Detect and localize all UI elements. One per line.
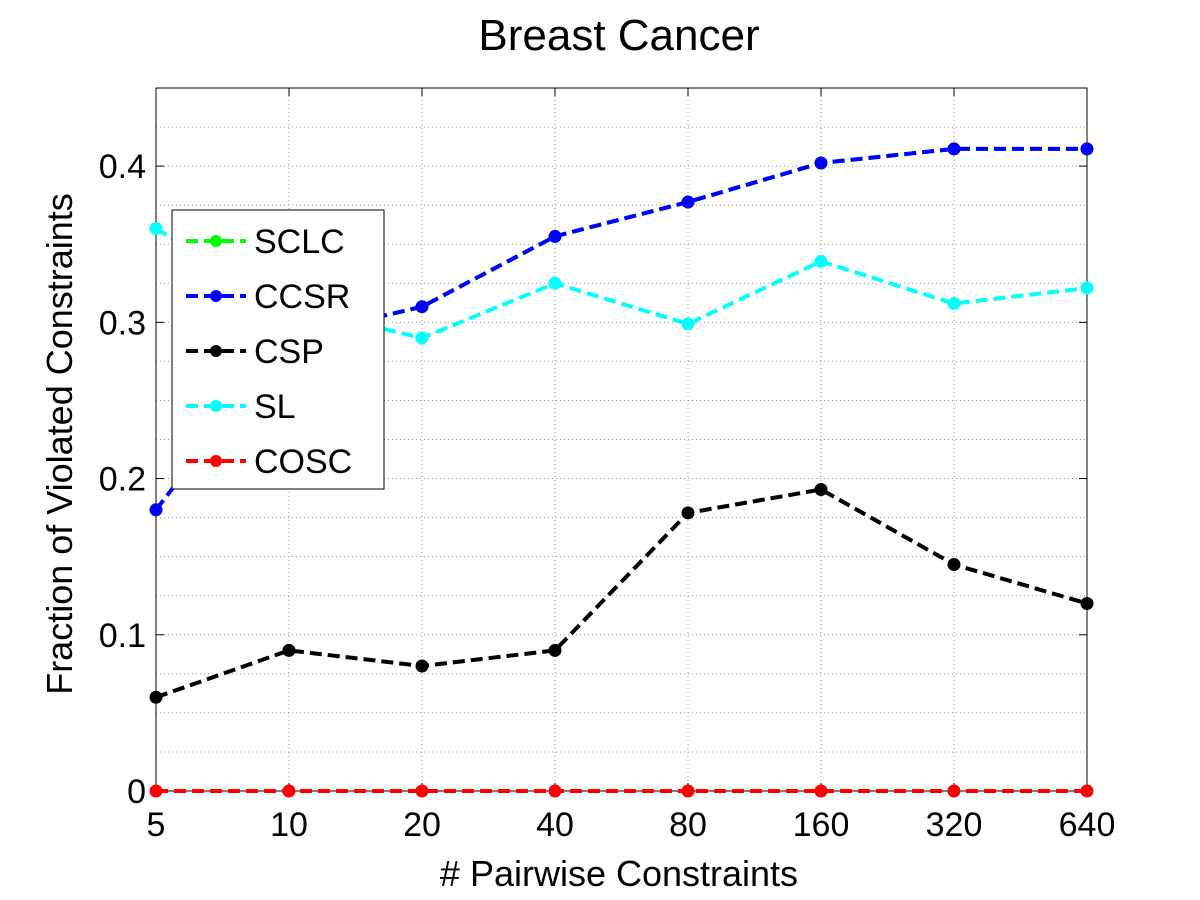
legend-item: COSC	[186, 443, 352, 481]
data-point	[548, 276, 562, 290]
y-tick-label: 0.4	[99, 148, 146, 186]
data-point	[814, 784, 828, 798]
data-point	[681, 317, 695, 331]
x-tick-label: 80	[669, 806, 707, 844]
series-csp	[149, 482, 1094, 704]
legend-marker	[210, 345, 222, 357]
data-point	[282, 643, 296, 657]
legend-marker	[210, 455, 222, 467]
axes-frame	[155, 87, 1088, 792]
legend-label: SCLC	[254, 223, 345, 261]
series-cosc	[149, 784, 1094, 798]
data-point	[1080, 142, 1094, 156]
data-point	[282, 784, 296, 798]
y-tick-label: 0.1	[99, 617, 146, 655]
legend-item: CCSR	[186, 278, 350, 316]
data-point	[947, 557, 961, 571]
data-point	[681, 506, 695, 520]
legend-item: CSP	[186, 333, 324, 371]
data-point	[681, 784, 695, 798]
legend: SCLC CCSR CSP SL COSC	[171, 209, 385, 490]
data-point	[149, 222, 163, 236]
data-point	[149, 784, 163, 798]
data-point	[681, 195, 695, 209]
axis-ticks: 5 10 20 40 80 160 320 640 0 0.1 0.2 0.3 0.4	[99, 88, 1116, 844]
chart-title: Breast Cancer	[478, 11, 759, 60]
data-point	[415, 331, 429, 345]
data-point	[548, 229, 562, 243]
data-point	[149, 503, 163, 517]
series-line	[154, 226, 1088, 340]
data-point	[1080, 281, 1094, 295]
data-point	[814, 482, 828, 496]
legend-item: SCLC	[186, 223, 345, 261]
series-sl	[149, 222, 1094, 345]
y-tick-label: 0.2	[99, 461, 146, 499]
data-point	[947, 784, 961, 798]
x-tick-label: 5	[147, 806, 166, 844]
x-tick-label: 10	[270, 806, 308, 844]
x-tick-label: 320	[926, 806, 983, 844]
x-tick-label: 160	[793, 806, 850, 844]
data-point	[947, 297, 961, 311]
legend-label: SL	[254, 388, 296, 426]
legend-item: SL	[186, 388, 296, 426]
data-point	[1080, 784, 1094, 798]
x-tick-label: 20	[403, 806, 441, 844]
data-point	[548, 784, 562, 798]
legend-label: CCSR	[254, 278, 350, 316]
y-tick-label: 0.3	[99, 304, 146, 342]
data-point	[415, 300, 429, 314]
y-tick-label: 0	[127, 773, 146, 811]
series-group	[149, 142, 1094, 798]
data-point	[814, 254, 828, 268]
x-tick-label: 40	[536, 806, 574, 844]
legend-marker	[210, 290, 222, 302]
data-point	[814, 156, 828, 170]
legend-marker	[210, 400, 222, 412]
data-point	[415, 659, 429, 673]
legend-label: COSC	[254, 443, 352, 481]
data-point	[415, 784, 429, 798]
data-point	[1080, 597, 1094, 611]
data-point	[149, 690, 163, 704]
legend-marker	[210, 235, 222, 247]
data-point	[947, 142, 961, 156]
y-axis-label: Fraction of Violated Constraints	[39, 193, 80, 695]
data-point	[548, 643, 562, 657]
legend-label: CSP	[254, 333, 324, 371]
x-axis-label: # Pairwise Constraints	[440, 853, 798, 894]
x-tick-label: 640	[1059, 806, 1116, 844]
series-line	[155, 487, 1088, 700]
